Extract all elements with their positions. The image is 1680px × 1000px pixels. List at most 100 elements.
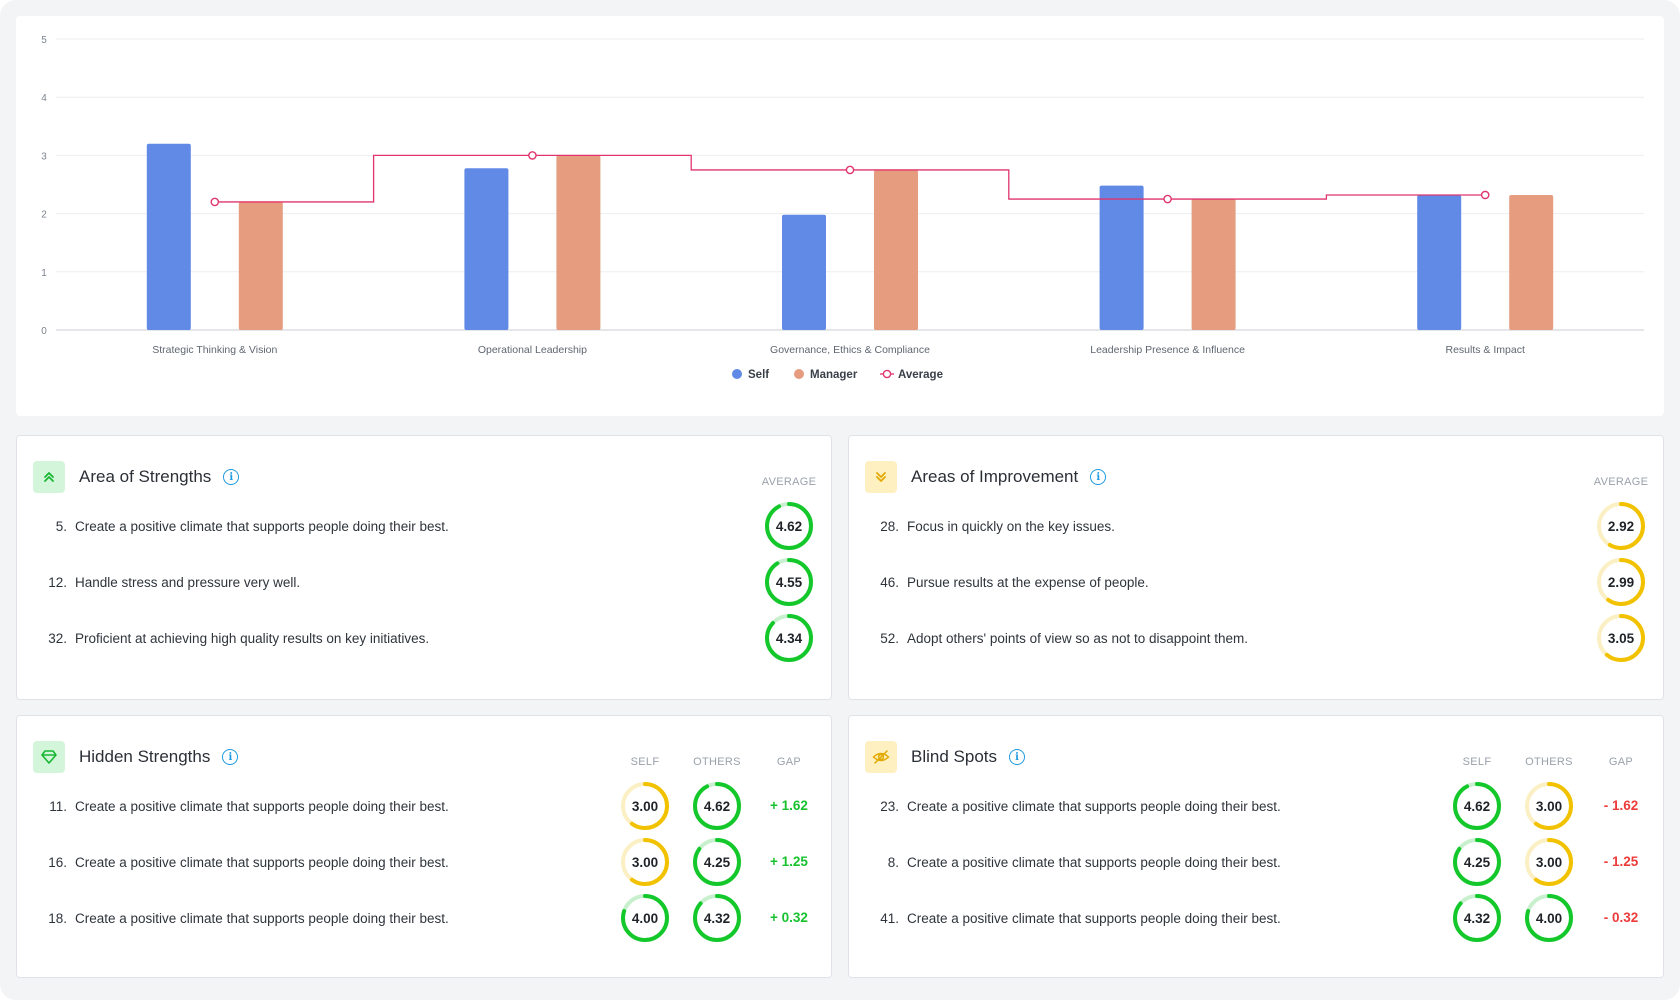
others-column-header: OTHERS — [1525, 756, 1573, 768]
bar-manager — [556, 155, 601, 330]
hidden-strengths-card: Hidden Strengths i SELF OTHERS GAP 11. Cr… — [16, 715, 832, 978]
score-value: 3.00 — [1535, 798, 1563, 814]
statement-text: Pursue results at the expense of people. — [907, 574, 1149, 590]
self-score-ring: 4.62 — [1452, 781, 1502, 831]
statement-number: 12. — [48, 574, 67, 590]
bar-manager — [1509, 194, 1554, 330]
statement-row: 11. Create a positive climate that suppor… — [35, 781, 449, 831]
info-icon[interactable]: i — [1090, 469, 1107, 485]
self-score-ring: 3.00 — [620, 781, 670, 831]
legend-label: Manager — [810, 369, 858, 381]
x-tick-label: Operational Leadership — [478, 344, 587, 356]
average-point — [1163, 194, 1172, 204]
average-step-line — [214, 154, 1486, 203]
statement-text: Proficient at achieving high quality res… — [75, 630, 430, 646]
info-icon[interactable]: i — [222, 749, 239, 765]
statement-row: 8. Create a positive climate that support… — [867, 837, 1281, 887]
score-value: 2.92 — [1607, 518, 1635, 534]
blind-spots-card: Blind Spots i SELF OTHERS GAP 23. Create … — [848, 715, 1664, 978]
statement-row: 32. Proficient at achieving high quality … — [35, 613, 429, 663]
legend-label: Self — [748, 369, 769, 381]
legend-label: Average — [898, 369, 943, 381]
score-value: 4.34 — [775, 630, 803, 646]
improvement-header: Areas of Improvement i — [865, 460, 1107, 494]
statement-number: 8. — [887, 854, 899, 870]
self-column-header: SELF — [630, 756, 660, 768]
average-score-ring: 4.34 — [764, 613, 814, 663]
score-value: 4.00 — [1535, 910, 1563, 926]
legend-swatch — [882, 369, 892, 379]
statement-row: 16. Create a positive climate that suppor… — [35, 837, 449, 887]
x-tick-label: Strategic Thinking & Vision — [152, 344, 277, 356]
hidden-strengths-title: Hidden Strengths — [79, 747, 211, 766]
statement-row: 18. Create a positive climate that suppor… — [35, 893, 449, 943]
score-value: 3.00 — [631, 854, 659, 870]
average-column-header: AVERAGE — [1593, 476, 1649, 488]
average-point — [1480, 190, 1490, 200]
score-value: 4.55 — [775, 574, 803, 590]
strengths-header: Area of Strengths i — [33, 460, 240, 494]
score-value: 4.62 — [775, 518, 803, 534]
y-tick-label: 4 — [41, 93, 47, 104]
statement-row: 5. Create a positive climate that support… — [35, 501, 449, 551]
y-tick-label: 5 — [41, 35, 47, 46]
info-icon[interactable]: i — [1009, 749, 1025, 765]
statement-text: Create a positive climate that supports … — [75, 798, 449, 814]
score-value: 4.32 — [703, 910, 731, 926]
x-tick-label: Governance, Ethics & Compliance — [770, 344, 930, 356]
average-column-header: AVERAGE — [761, 476, 817, 488]
blind-spots-title: Blind Spots — [911, 747, 997, 766]
others-score-ring: 4.00 — [1524, 893, 1574, 943]
self-score-ring: 3.00 — [620, 837, 670, 887]
info-icon[interactable]: i — [223, 469, 240, 485]
gap-value: - 1.25 — [1603, 854, 1639, 869]
improvement-title: Areas of Improvement — [911, 467, 1079, 486]
score-value: 4.25 — [1463, 854, 1491, 870]
statement-row: 12. Handle stress and pressure very well. — [35, 557, 300, 607]
statement-text: Create a positive climate that supports … — [907, 854, 1281, 870]
eye-off-icon — [865, 741, 897, 773]
statement-row: 41. Create a positive climate that suppor… — [867, 893, 1281, 943]
bar-self — [1417, 194, 1462, 330]
statement-number: 5. — [55, 518, 67, 534]
score-value: 3.00 — [631, 798, 659, 814]
statement-number: 41. — [880, 910, 899, 926]
statement-number: 16. — [48, 854, 67, 870]
self-column-header: SELF — [1462, 756, 1492, 768]
others-column-header: OTHERS — [693, 756, 741, 768]
statement-row: 23. Create a positive climate that suppor… — [867, 781, 1281, 831]
y-tick-label: 2 — [41, 210, 47, 221]
statement-number: 46. — [880, 574, 899, 590]
average-point — [845, 165, 855, 175]
average-score-ring: 2.92 — [1596, 501, 1646, 551]
others-score-ring: 3.00 — [1524, 781, 1574, 831]
statement-text: Focus in quickly on the key issues. — [907, 518, 1115, 534]
statement-text: Create a positive climate that supports … — [907, 910, 1281, 926]
score-value: 2.99 — [1607, 574, 1635, 590]
gap-value: + 1.62 — [770, 798, 808, 813]
statement-text: Adopt others' points of view so as not t… — [907, 630, 1249, 646]
bar-manager — [238, 201, 283, 330]
score-value: 4.62 — [703, 798, 731, 814]
statement-text: Create a positive climate that supports … — [75, 910, 449, 926]
statement-number: 52. — [880, 630, 899, 646]
average-point — [528, 151, 537, 160]
score-value: 4.32 — [1463, 910, 1491, 926]
gap-value: - 0.32 — [1603, 910, 1639, 925]
statement-number: 28. — [880, 518, 899, 534]
x-tick-label: Leadership Presence & Influence — [1090, 344, 1245, 356]
legend-swatch — [794, 369, 804, 379]
self-score-ring: 4.32 — [1452, 893, 1502, 943]
chevrons-down-icon — [865, 461, 897, 493]
hidden-strengths-header: Hidden Strengths i — [33, 740, 239, 774]
statement-text: Create a positive climate that supports … — [907, 798, 1281, 814]
statement-number: 23. — [880, 798, 899, 814]
bar-self — [1099, 185, 1144, 330]
average-score-ring: 2.99 — [1596, 557, 1646, 607]
statement-number: 11. — [49, 798, 67, 814]
others-score-ring: 4.62 — [692, 781, 742, 831]
gap-column-header: GAP — [776, 756, 802, 768]
y-tick-label: 0 — [41, 326, 47, 337]
y-tick-label: 3 — [41, 151, 47, 162]
